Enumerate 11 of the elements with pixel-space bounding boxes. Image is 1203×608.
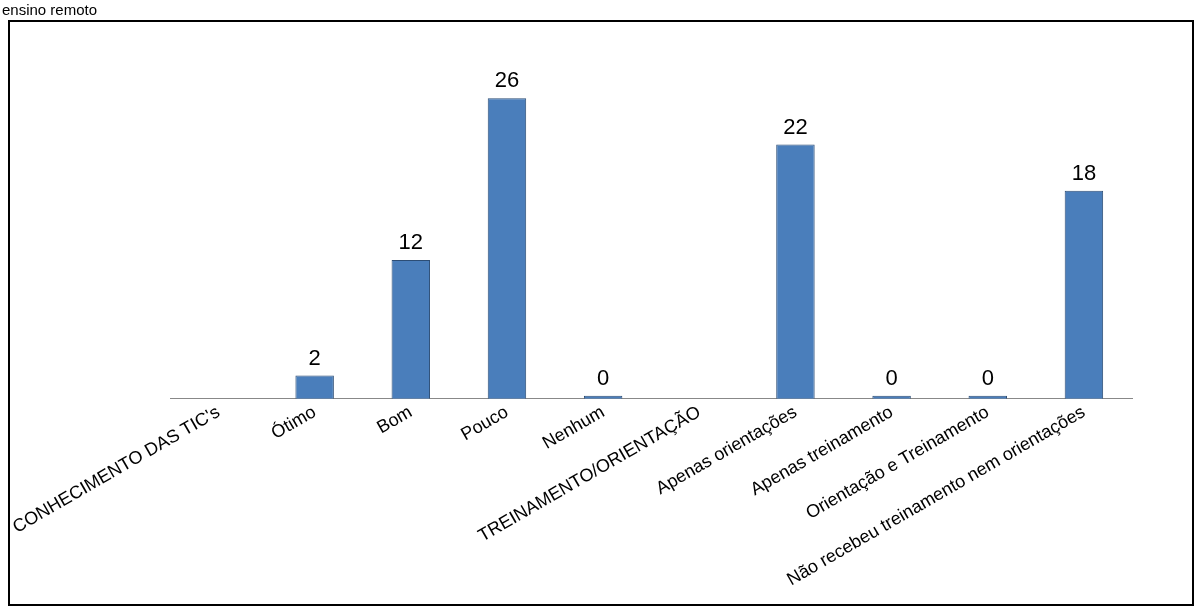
data-label: 12 [398,229,424,255]
data-label: 22 [783,113,808,139]
text: ensino remoto [2,1,98,18]
data-label: 0 [981,364,994,390]
data-label: 2 [308,344,321,370]
data-label: 18 [1071,159,1097,185]
x-tick-label: Bom [373,401,416,438]
x-tick-label: Ótimo [267,400,320,443]
data-label: 0 [885,364,898,390]
data-label: 0 [597,364,610,390]
data-label: 26 [494,67,520,93]
